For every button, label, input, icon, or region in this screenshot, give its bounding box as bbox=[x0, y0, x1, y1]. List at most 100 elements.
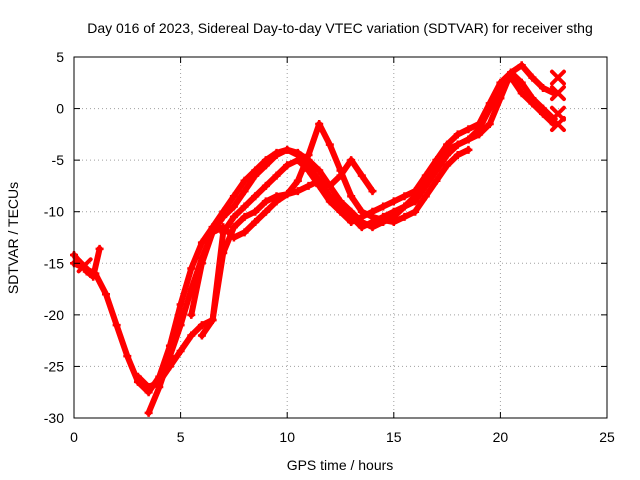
data-point bbox=[485, 120, 494, 129]
data-point bbox=[187, 331, 196, 340]
y-axis-label: SDTVAR / TECUs bbox=[5, 182, 21, 294]
data-point bbox=[261, 181, 270, 190]
data-point bbox=[421, 171, 430, 180]
data-point bbox=[389, 197, 398, 206]
data-point bbox=[517, 61, 526, 70]
data-point bbox=[411, 197, 420, 206]
plot-frame bbox=[73, 56, 608, 419]
data-point bbox=[400, 202, 409, 211]
y-tick-label: 0 bbox=[56, 101, 64, 117]
data-point bbox=[336, 171, 345, 180]
end-marker-4 bbox=[549, 116, 566, 133]
data-point bbox=[421, 192, 430, 201]
data-point bbox=[261, 197, 270, 206]
chart-title: Day 016 of 2023, Sidereal Day-to-day VTE… bbox=[87, 20, 593, 36]
data-point bbox=[293, 148, 302, 157]
data-point bbox=[443, 145, 452, 154]
data-point bbox=[293, 176, 302, 185]
y-tick-label: -30 bbox=[44, 410, 64, 426]
data-point bbox=[475, 125, 484, 134]
x-tick-label: 10 bbox=[279, 429, 295, 445]
data-point bbox=[400, 192, 409, 201]
data-point bbox=[187, 310, 196, 319]
data-point bbox=[368, 187, 377, 196]
data-point bbox=[304, 181, 313, 190]
data-point bbox=[240, 187, 249, 196]
x-tick-label: 20 bbox=[493, 429, 509, 445]
data-point bbox=[219, 223, 228, 232]
x-tick-label: 5 bbox=[177, 429, 185, 445]
data-point bbox=[208, 316, 217, 325]
x-tick-label: 25 bbox=[599, 429, 615, 445]
data-point bbox=[336, 207, 345, 216]
data-point bbox=[464, 145, 473, 154]
data-point bbox=[400, 212, 409, 221]
data-point bbox=[432, 166, 441, 175]
data-point bbox=[229, 212, 238, 221]
data-point bbox=[325, 181, 334, 190]
data-point bbox=[368, 212, 377, 221]
data-point bbox=[336, 197, 345, 206]
data-point bbox=[197, 331, 206, 340]
data-point bbox=[315, 120, 324, 129]
data-point bbox=[389, 218, 398, 227]
data-point bbox=[155, 377, 164, 386]
data-point bbox=[261, 161, 270, 170]
y-tick-label: -5 bbox=[52, 152, 65, 168]
data-point bbox=[453, 140, 462, 149]
axis-ticks: 0 5 10 15 20 25 -30 -25 -20 -15 -10 -5 0 5 bbox=[44, 49, 615, 445]
data-point bbox=[357, 207, 366, 216]
data-point bbox=[251, 207, 260, 216]
data-point bbox=[347, 192, 356, 201]
data-point bbox=[251, 171, 260, 180]
data-point bbox=[528, 73, 537, 82]
data-point bbox=[197, 259, 206, 268]
data-point bbox=[176, 321, 185, 330]
end-marker-2 bbox=[549, 85, 566, 102]
data-point bbox=[464, 135, 473, 144]
y-tick-label: -10 bbox=[44, 204, 64, 220]
data-point bbox=[347, 218, 356, 227]
data-point bbox=[379, 215, 388, 224]
data-point bbox=[496, 83, 505, 92]
data-point bbox=[432, 156, 441, 165]
data-point bbox=[240, 228, 249, 237]
data-point bbox=[176, 346, 185, 355]
data-point bbox=[507, 73, 516, 82]
data-point bbox=[464, 125, 473, 134]
data-point bbox=[357, 171, 366, 180]
data-point bbox=[197, 321, 206, 330]
data-point bbox=[315, 166, 324, 175]
grid-lines bbox=[74, 57, 607, 418]
y-tick-label: -25 bbox=[44, 358, 64, 374]
data-point bbox=[453, 130, 462, 139]
data-point bbox=[133, 372, 142, 381]
data-point bbox=[95, 244, 104, 253]
data-point bbox=[123, 352, 132, 361]
data-point bbox=[219, 248, 228, 257]
data-point bbox=[112, 321, 121, 330]
y-tick-label: -20 bbox=[44, 307, 64, 323]
data-point bbox=[283, 145, 292, 154]
y-tick-label: -15 bbox=[44, 255, 64, 271]
data-point bbox=[453, 150, 462, 159]
data-point bbox=[528, 99, 537, 108]
data-point bbox=[261, 207, 270, 216]
data-point bbox=[219, 212, 228, 221]
x-tick-label: 0 bbox=[70, 429, 78, 445]
start-marker bbox=[76, 257, 93, 274]
data-point bbox=[485, 104, 494, 113]
data-point bbox=[251, 218, 260, 227]
data-point bbox=[539, 109, 548, 118]
data-point bbox=[304, 150, 313, 159]
data-point bbox=[443, 161, 452, 170]
data-point bbox=[325, 197, 334, 206]
data-point bbox=[101, 290, 110, 299]
data-point bbox=[347, 207, 356, 216]
data-point bbox=[283, 190, 292, 199]
data-point bbox=[304, 166, 313, 175]
data-point bbox=[432, 176, 441, 185]
data-point bbox=[539, 83, 548, 92]
data-point bbox=[272, 192, 281, 201]
